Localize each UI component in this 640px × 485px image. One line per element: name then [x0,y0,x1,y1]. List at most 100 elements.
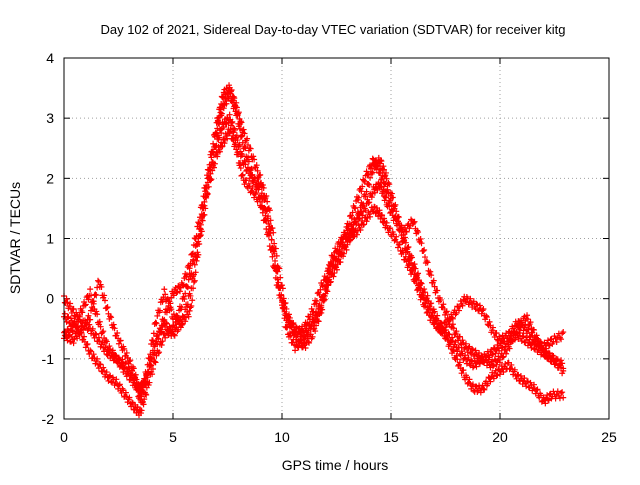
data-point [265,232,272,239]
data-point [195,219,202,226]
data-point [82,301,89,308]
data-point [490,363,497,370]
data-point [176,288,183,295]
data-point [437,297,444,304]
data-point [382,194,389,201]
data-point [257,171,264,178]
data-point [233,104,240,111]
data-point [87,347,94,354]
data-point [125,364,132,371]
data-point [210,164,217,171]
data-point [244,141,251,148]
data-point [347,236,354,243]
data-point [190,279,197,286]
data-point [167,327,174,334]
data-point [122,359,129,366]
data-point [357,227,364,234]
data-point [400,231,407,238]
data-point [280,299,287,306]
data-point [343,233,350,240]
data-point [73,320,80,327]
data-point [140,389,147,396]
y-tick-label: 4 [46,50,54,66]
data-point [103,304,110,311]
data-point [159,338,166,345]
data-point [386,203,393,210]
data-point [449,334,456,341]
data-point [235,110,242,117]
data-point [317,306,324,313]
data-point [257,180,264,187]
data-point [258,190,265,197]
data-point [537,338,544,345]
data-point [417,235,424,242]
data-point [319,293,326,300]
data-point [66,331,73,338]
data-point [524,316,531,323]
data-point [188,302,195,309]
data-point [456,307,463,314]
data-point [377,157,384,164]
data-point [190,271,197,278]
data-point [439,324,446,331]
data-point [349,225,356,232]
data-point [210,140,217,147]
data-point [193,253,200,260]
data-point [323,278,330,285]
data-point [412,275,419,282]
data-point [194,223,201,230]
data-point [158,341,165,348]
data-point [201,202,208,209]
data-point [151,343,158,350]
data-point [332,262,339,269]
data-point [166,323,173,330]
data-point [553,338,560,345]
data-point [382,180,389,187]
data-point [487,364,494,371]
data-point [318,309,325,316]
data-point [519,381,526,388]
data-point [119,356,126,363]
data-point [113,376,120,383]
data-point [163,319,170,326]
data-point [456,359,463,366]
data-point [239,151,246,158]
data-point [96,338,103,345]
data-point [83,322,90,329]
data-point [415,286,422,293]
data-point [381,197,388,204]
data-point [543,348,550,355]
data-point [93,331,100,338]
data-point [95,277,102,284]
data-point [460,339,467,346]
data-point [353,220,360,227]
data-point [233,132,240,139]
data-point [515,371,522,378]
data-point [93,292,100,299]
data-point [141,378,148,385]
data-point [270,229,277,236]
data-point [90,351,97,358]
data-point [330,255,337,262]
data-point [388,195,394,202]
data-point [352,205,359,212]
data-point [377,179,384,186]
data-point [531,326,538,333]
data-point [129,399,136,406]
data-point [104,304,111,311]
data-point [267,225,274,232]
data-point [361,178,368,185]
data-point [269,244,276,251]
data-point [202,194,209,201]
data-point [79,309,86,316]
data-point [498,363,505,370]
data-point [373,185,380,192]
data-point [481,386,488,393]
data-point [204,179,211,186]
data-point [153,320,160,327]
data-point [126,394,133,401]
data-point [156,307,163,314]
data-point [493,329,500,336]
data-point [296,325,303,332]
data-point [398,222,405,229]
